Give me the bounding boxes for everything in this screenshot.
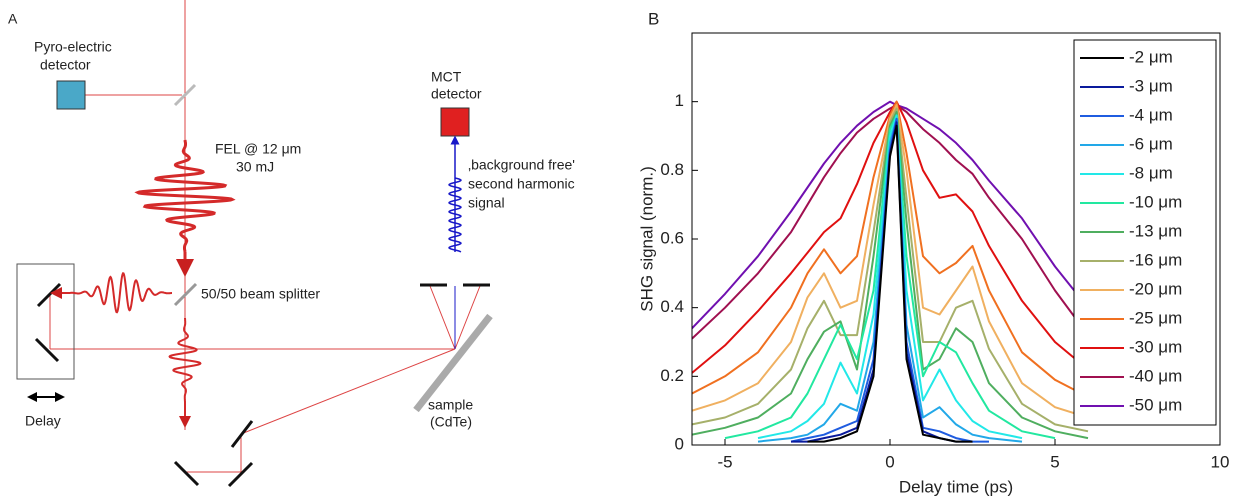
x-tick-label: 5	[1050, 452, 1059, 471]
mirror	[227, 461, 254, 488]
y-tick-label: 0.8	[660, 160, 684, 179]
legend-label: -10 μm	[1129, 192, 1182, 211]
setup-diagram: A Pyro-electric detector FEL @ 12 μm 30 …	[8, 0, 575, 488]
mct-label: detector	[431, 86, 482, 102]
y-tick-label: 0	[675, 434, 684, 453]
x-axis-label: Delay time (ps)	[899, 477, 1013, 496]
fel-label: 30 mJ	[236, 159, 274, 175]
legend-label: -3 μm	[1129, 76, 1173, 95]
series-line	[757, 114, 1023, 440]
legend-label: -20 μm	[1129, 279, 1182, 298]
delay-label: Delay	[25, 413, 61, 429]
x-tick-label: -5	[717, 452, 732, 471]
beam-splitter	[173, 282, 198, 307]
y-axis-label: SHG signal (norm.)	[637, 166, 656, 311]
legend-label: -40 μm	[1129, 366, 1182, 385]
series-line	[724, 114, 1056, 440]
pulse	[70, 272, 172, 314]
y-tick-label: 0.4	[660, 297, 684, 316]
y-tick-label: 0.6	[660, 228, 684, 247]
pulse	[134, 139, 236, 253]
signal-label: ‚background free'	[468, 157, 575, 173]
legend-label: -50 μm	[1129, 395, 1182, 414]
beam	[240, 348, 456, 435]
series-line	[692, 111, 1089, 440]
legend-label: -30 μm	[1129, 337, 1182, 356]
pyro-detector	[56, 80, 86, 110]
x-tick-label: 10	[1211, 452, 1230, 471]
mirror	[230, 420, 254, 448]
beam	[429, 285, 456, 350]
mirror	[36, 282, 62, 308]
series-line	[692, 107, 1089, 433]
pyro-label: Pyro-electric	[34, 39, 112, 55]
panel-label: B	[648, 9, 659, 28]
pyro-label: detector	[40, 57, 91, 73]
mirror	[34, 337, 60, 363]
legend-label: -8 μm	[1129, 163, 1173, 182]
signal-label: second harmonic	[468, 176, 575, 192]
legend-label: -4 μm	[1129, 105, 1173, 124]
mirror	[173, 460, 200, 487]
sample-label: (CdTe)	[430, 414, 472, 430]
y-tick-label: 1	[675, 91, 684, 110]
splitter-label: 50/50 beam splitter	[201, 286, 320, 302]
pulse	[168, 318, 202, 402]
sample-label: sample	[428, 397, 473, 413]
pulse	[448, 177, 462, 253]
legend-label: -2 μm	[1129, 47, 1173, 66]
pickoff-mirror	[173, 83, 197, 107]
plot-lines	[692, 100, 1089, 443]
fel-label: FEL @ 12 μm	[215, 141, 301, 157]
legend-label: -16 μm	[1129, 250, 1182, 269]
signal-label: signal	[468, 195, 505, 211]
panel-label: A	[8, 11, 18, 27]
legend-label: -25 μm	[1129, 308, 1182, 327]
series-line	[692, 100, 1089, 329]
mct-label: MCT	[431, 69, 462, 85]
delay-stage	[16, 263, 75, 380]
y-tick-label: 0.2	[660, 366, 684, 385]
chart: B Delay time (ps) SHG signal (norm.) 0 0.…	[637, 9, 1229, 496]
x-tick-label: 0	[885, 452, 894, 471]
beam	[454, 285, 481, 350]
mct-detector	[440, 107, 470, 137]
series-line	[692, 104, 1089, 419]
sample	[413, 313, 493, 413]
legend-label: -6 μm	[1129, 134, 1173, 153]
legend-label: -13 μm	[1129, 221, 1182, 240]
series-line	[692, 100, 1089, 398]
series-line	[807, 124, 973, 443]
